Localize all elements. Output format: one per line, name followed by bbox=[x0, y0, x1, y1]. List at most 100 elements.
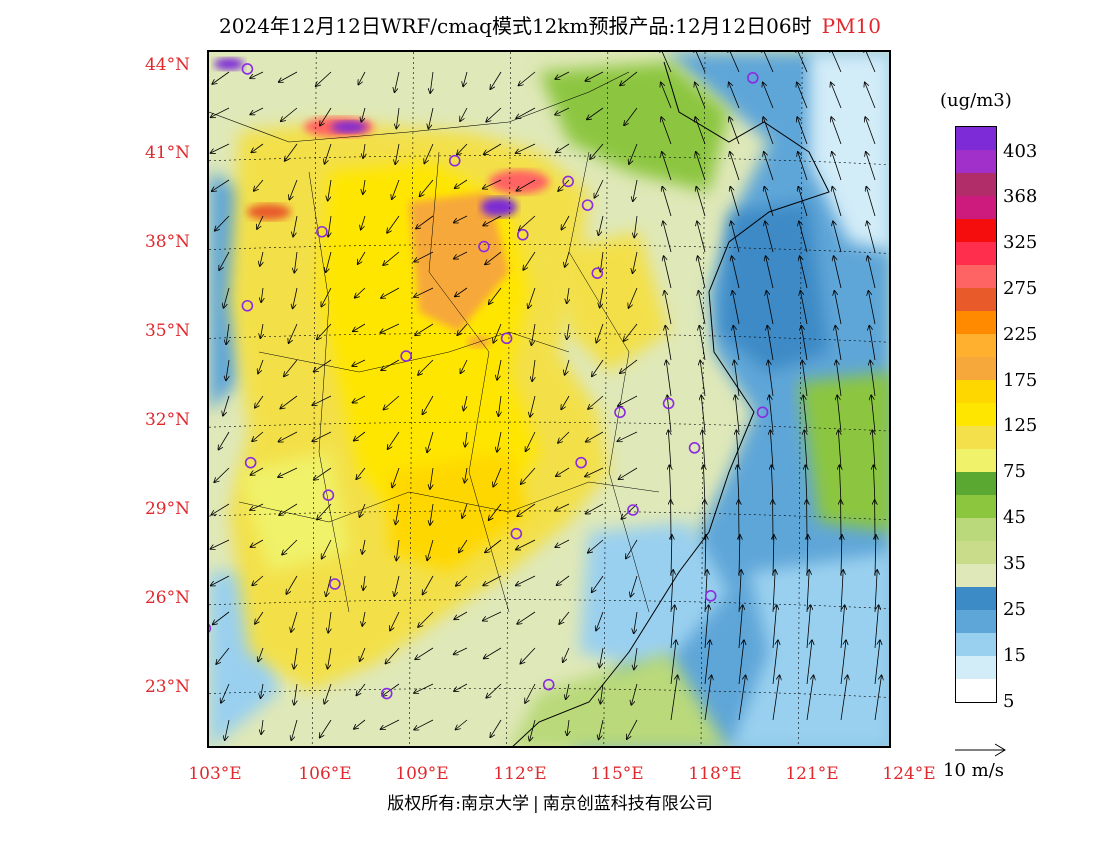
wind-vector bbox=[559, 611, 570, 624]
city-marker bbox=[747, 72, 759, 84]
wind-vector bbox=[363, 143, 365, 158]
wind-vector bbox=[490, 719, 502, 737]
wind-vector bbox=[320, 719, 332, 738]
wind-vector bbox=[316, 71, 332, 86]
wind-vector bbox=[485, 539, 502, 553]
wind-vector bbox=[414, 251, 434, 262]
wind-vector bbox=[485, 251, 502, 265]
wind-vector bbox=[456, 719, 468, 730]
wind-vector bbox=[430, 467, 434, 489]
wind-vector bbox=[294, 683, 297, 705]
color-bar-swatch bbox=[956, 541, 996, 564]
wind-vector bbox=[730, 152, 740, 181]
wind-vector bbox=[493, 323, 502, 343]
wind-vector bbox=[385, 647, 400, 664]
wind-vector bbox=[703, 465, 705, 505]
wind-vector bbox=[617, 431, 638, 441]
wind-vector bbox=[770, 430, 773, 469]
wind-vector bbox=[392, 179, 400, 199]
wind-vector bbox=[454, 251, 468, 259]
wind-vector bbox=[868, 291, 876, 325]
wind-vector bbox=[735, 395, 740, 433]
wind-vector bbox=[360, 647, 366, 661]
city-marker bbox=[316, 225, 328, 238]
wind-vector bbox=[561, 215, 570, 230]
wind-vector bbox=[383, 395, 400, 410]
wind-vector bbox=[414, 719, 434, 730]
wind-vector bbox=[530, 719, 536, 741]
wind-vector bbox=[873, 465, 875, 505]
wind-vector bbox=[567, 323, 569, 339]
wind-vector bbox=[670, 605, 675, 649]
wind-vector bbox=[738, 675, 746, 721]
wind-vector bbox=[250, 71, 264, 78]
wind-vector bbox=[804, 430, 807, 469]
color-bar-swatch bbox=[956, 426, 996, 449]
wind-vector bbox=[381, 719, 400, 729]
wind-vector bbox=[252, 431, 264, 441]
wind-vector bbox=[875, 570, 877, 613]
legend-label-175: 175 bbox=[1003, 370, 1038, 391]
wind-vector bbox=[519, 215, 536, 230]
wind-reference-arrow bbox=[955, 743, 1006, 757]
pm10-forecast-map bbox=[207, 50, 891, 748]
wind-vector bbox=[414, 287, 434, 297]
wind-vector bbox=[670, 640, 676, 685]
wind-vector bbox=[324, 683, 332, 704]
wind-vector bbox=[463, 71, 468, 86]
legend-label-225: 225 bbox=[1003, 324, 1038, 345]
wind-vector bbox=[226, 323, 229, 344]
wind-vector bbox=[872, 430, 875, 469]
wind-vector bbox=[321, 287, 332, 307]
legend-label-403: 403 bbox=[1003, 141, 1038, 162]
city-marker bbox=[209, 623, 212, 633]
wind-vector bbox=[866, 152, 876, 181]
wind-vector bbox=[223, 395, 230, 416]
wind-vector bbox=[460, 107, 468, 121]
wind-vector bbox=[532, 359, 535, 381]
wind-vector bbox=[556, 467, 570, 476]
wind-vector bbox=[224, 287, 230, 308]
color-bar-swatch bbox=[956, 311, 996, 334]
longitude-line bbox=[700, 52, 706, 746]
wind-vector bbox=[282, 539, 298, 555]
legend-unit: (ug/m3) bbox=[940, 90, 1012, 111]
wind-vector bbox=[806, 605, 811, 649]
wind-vector bbox=[285, 143, 298, 161]
wind-vector bbox=[767, 326, 774, 361]
wind-vector bbox=[874, 640, 880, 685]
wind-vector bbox=[363, 179, 365, 194]
wind-vector bbox=[763, 82, 774, 109]
wind-vector bbox=[525, 683, 536, 703]
wind-vector bbox=[317, 323, 332, 339]
wind-vectors bbox=[210, 52, 881, 741]
wind-vector bbox=[772, 675, 780, 721]
wind-vector bbox=[765, 221, 774, 253]
wind-vector bbox=[352, 395, 366, 403]
wind-vector bbox=[694, 52, 706, 73]
wind-vector bbox=[326, 251, 332, 272]
wind-vector bbox=[737, 465, 739, 505]
wind-vector bbox=[291, 719, 298, 740]
wind-vector bbox=[387, 215, 400, 233]
color-bar-swatch bbox=[956, 334, 996, 357]
wind-vector bbox=[455, 287, 468, 297]
wind-vector bbox=[869, 326, 876, 361]
wind-vector bbox=[291, 611, 298, 632]
wind-vector bbox=[831, 82, 842, 109]
wind-vector bbox=[841, 570, 843, 613]
wind-vector bbox=[739, 570, 741, 613]
city-marker bbox=[627, 504, 639, 516]
wind-vector bbox=[250, 503, 264, 510]
wind-vector bbox=[729, 82, 740, 109]
wind-vector bbox=[696, 152, 706, 181]
color-bar-swatch bbox=[956, 518, 996, 541]
lat-label-38: 38°N bbox=[144, 232, 190, 252]
wind-vector bbox=[705, 570, 707, 613]
color-bar-swatch bbox=[956, 242, 996, 265]
wind-vector bbox=[418, 611, 434, 627]
wind-vector bbox=[260, 251, 263, 266]
wind-vector bbox=[832, 187, 842, 217]
wind-vector bbox=[516, 575, 536, 586]
color-bar-swatch bbox=[956, 679, 996, 702]
